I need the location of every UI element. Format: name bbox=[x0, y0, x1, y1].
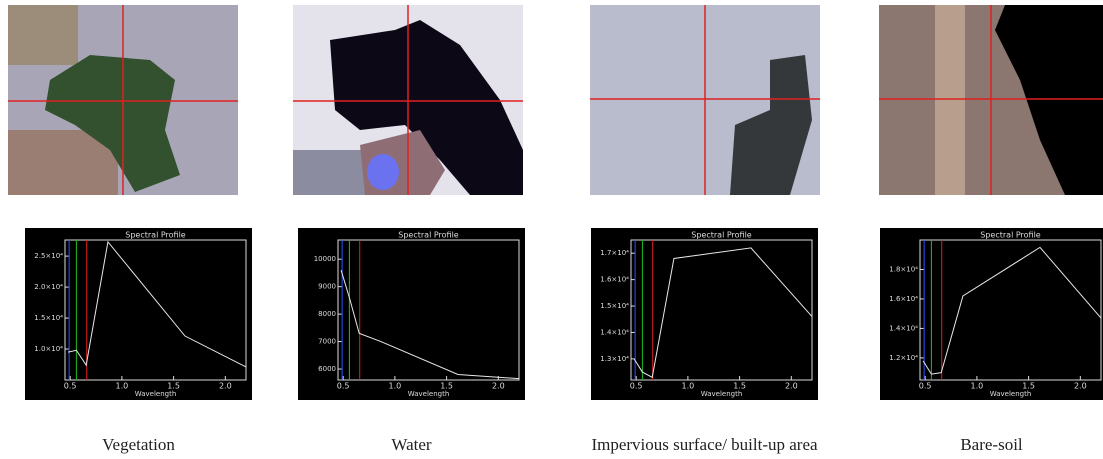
y-tick-label: 2.5×10⁴ bbox=[34, 252, 63, 260]
y-tick-label: 1.8×10⁴ bbox=[889, 265, 918, 273]
spectral-chart: Spectral Profile Wavelength 0.5 1.0 1.5 2.0 1.… bbox=[25, 228, 252, 400]
chart-bg bbox=[298, 228, 525, 400]
x-tick-label: 0.5 bbox=[64, 382, 77, 391]
y-tick-label: 7000 bbox=[318, 338, 336, 346]
plot-frame bbox=[919, 239, 1102, 381]
y-tick-label: 1.5×10⁴ bbox=[34, 314, 63, 322]
vegetation-blob bbox=[45, 55, 180, 192]
y-tick-label: 1.2×10⁴ bbox=[889, 354, 918, 362]
chart-bg bbox=[25, 228, 252, 400]
y-tick-label: 1.3×10⁴ bbox=[600, 355, 629, 363]
x-tick-label: 2.0 bbox=[492, 382, 505, 391]
plot-frame bbox=[337, 239, 520, 381]
y-tick-label: 1.4×10⁴ bbox=[600, 328, 629, 336]
water-body bbox=[330, 20, 523, 195]
x-tick-label: 1.0 bbox=[971, 382, 984, 391]
chart-title: Spectral Profile bbox=[125, 231, 186, 240]
plot-frame bbox=[630, 239, 813, 381]
x-axis-label: Wavelength bbox=[990, 390, 1032, 398]
x-tick-label: 0.5 bbox=[919, 382, 932, 391]
chart-bg bbox=[591, 228, 818, 400]
y-tick-label: 2.0×10⁴ bbox=[34, 283, 63, 291]
profile-line bbox=[67, 240, 247, 368]
chart-title: Spectral Profile bbox=[398, 231, 459, 240]
x-tick-label: 1.5 bbox=[733, 382, 746, 391]
profile-line bbox=[633, 247, 813, 379]
y-tick-label: 1.6×10⁴ bbox=[600, 276, 629, 284]
y-tick-label: 6000 bbox=[318, 365, 336, 373]
profile-line bbox=[922, 246, 1102, 375]
x-tick-label: 1.0 bbox=[116, 382, 129, 391]
x-tick-label: 1.5 bbox=[1022, 382, 1035, 391]
y-tick-label: 9000 bbox=[318, 283, 336, 291]
y-tick-label: 8000 bbox=[318, 310, 336, 318]
x-axis-label: Wavelength bbox=[701, 390, 743, 398]
y-tick-label: 10000 bbox=[314, 255, 336, 263]
y-tick-label: 1.5×10⁴ bbox=[600, 302, 629, 310]
spectral-chart: Spectral Profile Wavelength 0.5 1.0 1.5 2.0 1.… bbox=[591, 228, 818, 400]
x-tick-label: 2.0 bbox=[785, 382, 798, 391]
caption: Impervious surface/ built-up area bbox=[591, 435, 818, 454]
patch-region bbox=[8, 5, 78, 65]
dark-area bbox=[730, 55, 812, 195]
chart-bg bbox=[880, 228, 1103, 400]
x-tick-label: 1.5 bbox=[440, 382, 453, 391]
x-tick-label: 1.0 bbox=[682, 382, 695, 391]
masked-area bbox=[995, 5, 1103, 195]
patch-bare-soil bbox=[879, 5, 1103, 195]
x-tick-label: 2.0 bbox=[219, 382, 232, 391]
patch-vegetation bbox=[8, 5, 238, 195]
x-tick-label: 1.5 bbox=[167, 382, 180, 391]
patch-impervious bbox=[590, 5, 820, 195]
y-tick-label: 1.4×10⁴ bbox=[889, 324, 918, 332]
plot-frame bbox=[64, 239, 247, 381]
caption: Vegetation bbox=[102, 435, 175, 454]
y-tick-label: 1.7×10⁴ bbox=[600, 249, 629, 257]
y-tick-label: 1.0×10⁴ bbox=[34, 345, 63, 353]
x-axis-label: Wavelength bbox=[135, 390, 177, 398]
chart-title: Spectral Profile bbox=[691, 231, 752, 240]
spectral-chart: Spectral Profile Wavelength 0.5 1.0 1.5 2.0 60… bbox=[298, 228, 525, 400]
spectral-chart: Spectral Profile Wavelength 0.5 1.0 1.5 2.0 1.… bbox=[880, 228, 1103, 400]
x-tick-label: 0.5 bbox=[337, 382, 350, 391]
y-tick-label: 1.6×10⁴ bbox=[889, 295, 918, 303]
caption: Bare-soil bbox=[960, 435, 1023, 454]
chart-title: Spectral Profile bbox=[980, 231, 1041, 240]
pool bbox=[367, 154, 399, 190]
x-axis-label: Wavelength bbox=[408, 390, 450, 398]
x-tick-label: 1.0 bbox=[389, 382, 402, 391]
x-tick-label: 2.0 bbox=[1074, 382, 1087, 391]
patch-region bbox=[935, 5, 965, 195]
caption: Water bbox=[391, 435, 431, 454]
profile-line bbox=[340, 270, 520, 380]
x-tick-label: 0.5 bbox=[630, 382, 643, 391]
patch-water bbox=[293, 5, 523, 195]
